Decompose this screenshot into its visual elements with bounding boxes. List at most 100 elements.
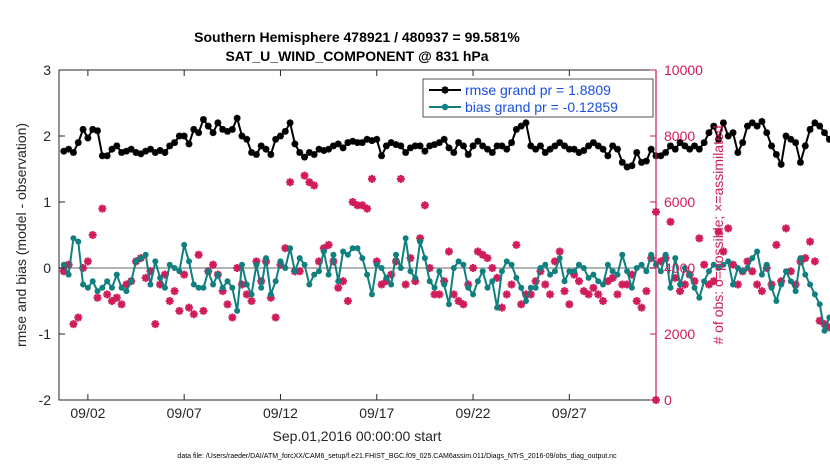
bias-point bbox=[344, 251, 351, 258]
rmse-point bbox=[339, 144, 347, 152]
obs-count-point bbox=[493, 273, 502, 282]
rmse-point bbox=[94, 127, 101, 135]
bias-point bbox=[633, 265, 640, 271]
rmse-point bbox=[171, 139, 178, 146]
bias-point bbox=[320, 248, 327, 255]
bias-point bbox=[600, 281, 607, 288]
bias-point bbox=[575, 261, 582, 268]
bias-point bbox=[277, 258, 284, 265]
x-tick-label: 09/17 bbox=[359, 405, 394, 421]
bias-point bbox=[792, 288, 799, 295]
rmse-point bbox=[397, 142, 405, 150]
rmse-point bbox=[633, 149, 641, 156]
rmse-point bbox=[758, 118, 766, 125]
bias-point bbox=[551, 268, 558, 275]
bias-point bbox=[595, 278, 602, 285]
rmse-point bbox=[310, 151, 318, 158]
rmse-point bbox=[402, 149, 410, 156]
bias-point bbox=[80, 281, 87, 288]
obs-count-point bbox=[165, 297, 174, 305]
obs-count-point bbox=[401, 280, 410, 289]
obs-count-point bbox=[459, 300, 468, 309]
obs-count-point bbox=[806, 237, 815, 246]
bias-point bbox=[494, 304, 501, 311]
bias-point bbox=[816, 301, 823, 308]
obs-count-point bbox=[194, 250, 203, 259]
bias-point bbox=[157, 274, 164, 281]
bias-point bbox=[696, 294, 703, 301]
obs-count-point bbox=[546, 290, 555, 299]
bias-point bbox=[364, 271, 371, 278]
bias-point bbox=[763, 261, 770, 268]
bias-point bbox=[94, 288, 101, 295]
bias-point bbox=[681, 265, 688, 271]
y-right-tick-label: 10000 bbox=[664, 62, 703, 78]
bias-point bbox=[445, 301, 452, 308]
obs-count-point bbox=[676, 287, 685, 296]
obs-count-point bbox=[541, 280, 550, 289]
bias-point bbox=[643, 268, 650, 275]
bias-point bbox=[585, 274, 592, 281]
rmse-point bbox=[801, 142, 809, 150]
y-left-tick-label: 3 bbox=[43, 62, 51, 78]
y-right-tick-label: 8000 bbox=[664, 128, 695, 144]
obs-count-point bbox=[170, 287, 179, 296]
bias-point bbox=[219, 284, 226, 291]
rmse-point bbox=[378, 152, 385, 160]
bias-point bbox=[190, 281, 197, 288]
rmse-point bbox=[416, 142, 424, 150]
bias-point bbox=[407, 268, 414, 275]
bias-point bbox=[70, 235, 77, 242]
bias-point bbox=[166, 261, 173, 268]
bias-point bbox=[571, 268, 578, 275]
rmse-point bbox=[166, 142, 174, 150]
bias-point bbox=[118, 284, 125, 291]
rmse-point bbox=[604, 152, 612, 160]
rmse-point bbox=[768, 142, 775, 150]
rmse-point bbox=[334, 140, 342, 148]
rmse-point bbox=[797, 159, 804, 166]
obs-count-point bbox=[695, 234, 704, 243]
bias-point bbox=[705, 268, 712, 275]
bias-point bbox=[195, 284, 202, 291]
obs-count-point bbox=[112, 293, 121, 302]
obs-count-point bbox=[435, 290, 444, 299]
rmse-point bbox=[618, 159, 626, 166]
bias-point bbox=[60, 261, 67, 268]
rmse-point bbox=[373, 135, 381, 143]
bias-markers bbox=[60, 235, 830, 334]
bias-point bbox=[368, 291, 375, 298]
obs-count-point bbox=[74, 313, 83, 322]
bias-point bbox=[412, 274, 419, 281]
rmse-point bbox=[816, 122, 824, 130]
bias-point bbox=[513, 274, 520, 281]
bias-point bbox=[561, 278, 568, 285]
obs-count-point bbox=[565, 300, 574, 309]
bias-point bbox=[638, 261, 645, 268]
obs-count-point bbox=[594, 290, 603, 299]
bias-point bbox=[291, 268, 298, 275]
rmse-point bbox=[628, 162, 636, 170]
bias-point bbox=[508, 261, 515, 268]
rmse-point bbox=[368, 137, 376, 145]
bias-point bbox=[315, 268, 322, 275]
y-left-tick-label: 1 bbox=[43, 194, 51, 210]
legend-rmse-asterisk bbox=[441, 86, 449, 94]
bias-point bbox=[758, 271, 765, 278]
bias-point bbox=[426, 278, 433, 285]
rmse-point bbox=[291, 140, 299, 148]
rmse-point bbox=[79, 126, 87, 133]
rmse-point bbox=[301, 153, 308, 161]
bias-point bbox=[99, 284, 106, 291]
bias-point bbox=[272, 278, 279, 285]
bias-point bbox=[185, 258, 192, 265]
rmse-point bbox=[734, 149, 742, 156]
bias-point bbox=[590, 271, 597, 278]
bias-point bbox=[725, 258, 732, 265]
x-axis-label: Sep.01,2016 00:00:00 start bbox=[273, 428, 442, 444]
obs-count-point bbox=[184, 303, 193, 312]
obs-count-point bbox=[189, 310, 198, 319]
obs-count-point bbox=[502, 290, 511, 299]
bias-point bbox=[667, 284, 674, 291]
bias-point bbox=[214, 271, 221, 278]
